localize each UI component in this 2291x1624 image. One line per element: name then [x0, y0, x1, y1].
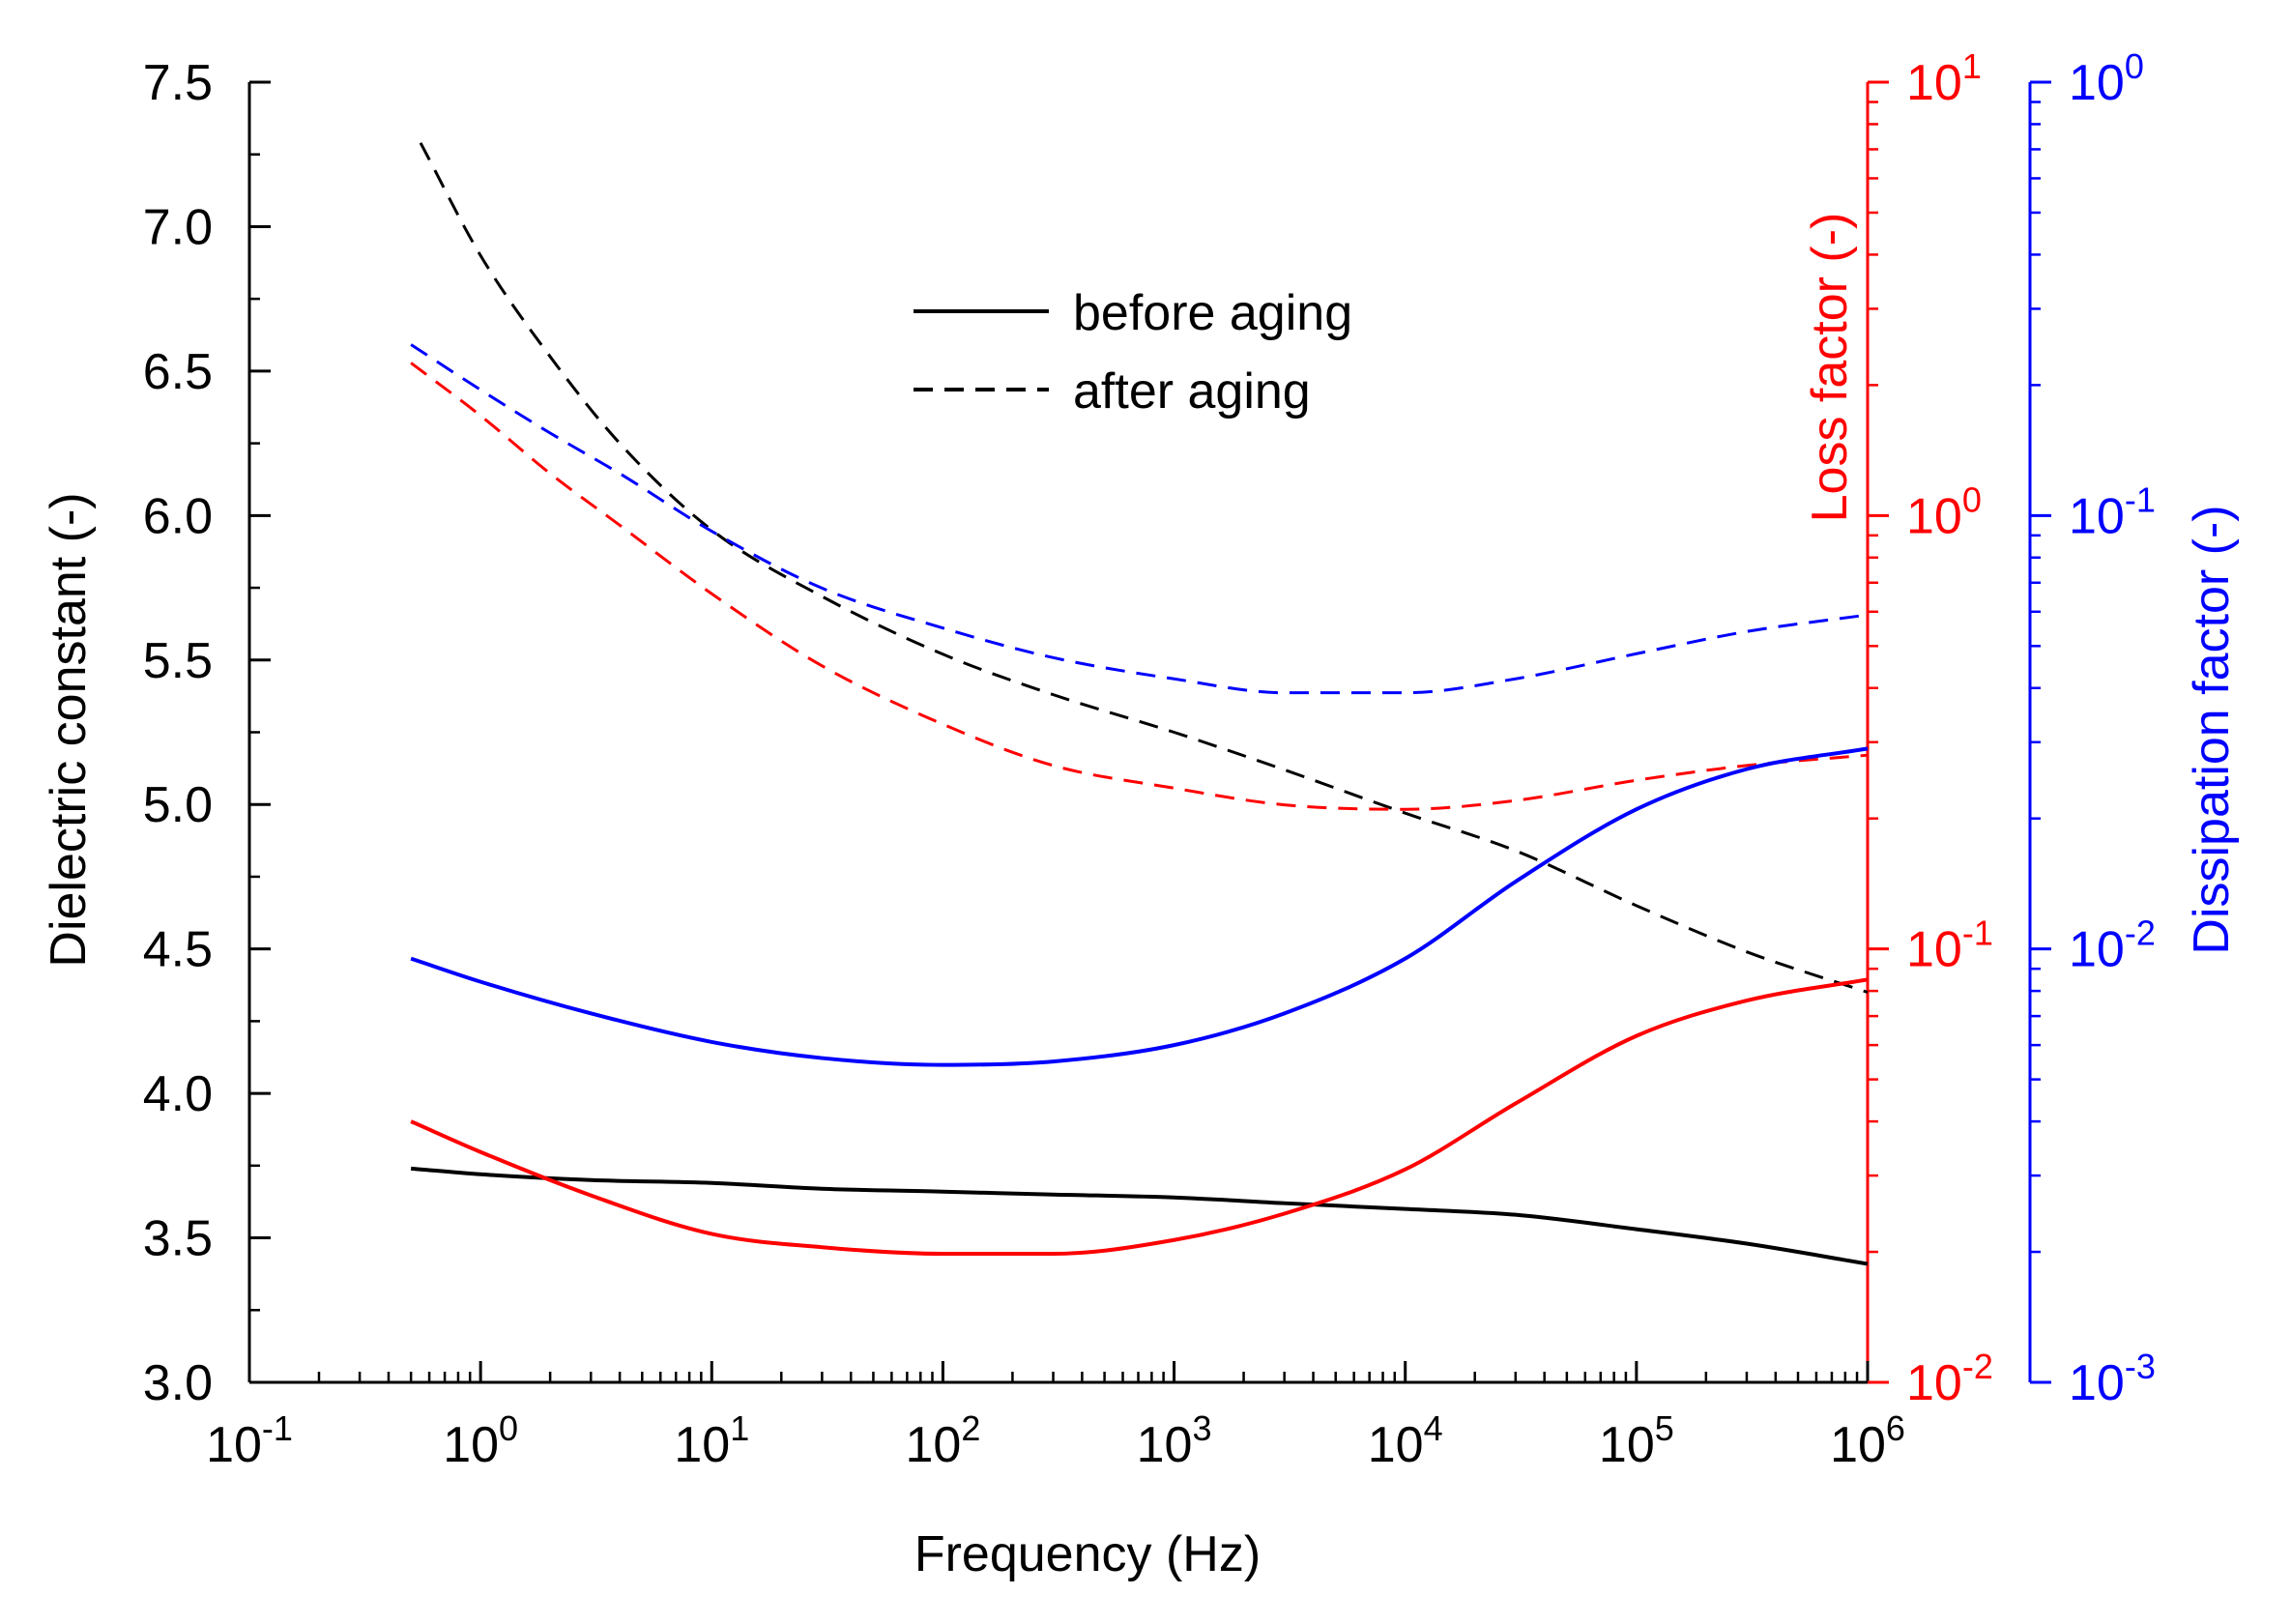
x-tick-label: 10-1 — [206, 1408, 293, 1473]
left-tick-label: 6.0 — [143, 488, 213, 544]
series-loss-factor-before-aging — [410, 977, 1869, 1256]
right2-tick-label: 10-1 — [2069, 479, 2156, 544]
legend-label-after-aging: after aging — [1073, 363, 1311, 420]
series-dielectric-constant-before-aging — [410, 1166, 1869, 1266]
legend-label-before-aging: before aging — [1073, 285, 1352, 341]
x-tick-label: 106 — [1830, 1408, 1905, 1473]
series-dissipation-factor-before-aging — [410, 746, 1869, 1067]
x-axis-title: Frequency (Hz) — [914, 1526, 1261, 1582]
x-tick-label: 101 — [674, 1408, 749, 1473]
left-tick-label: 5.5 — [143, 633, 213, 689]
left-tick-label: 4.0 — [143, 1066, 213, 1122]
x-tick-label: 105 — [1599, 1408, 1674, 1473]
series-dissipation-factor-after-aging — [410, 343, 1869, 695]
right1-axis-title: Loss factor (-) — [1802, 213, 1858, 523]
right1-tick-label: 100 — [1906, 479, 1982, 544]
right1-tick-label: 10-2 — [1906, 1347, 1993, 1411]
legend: before aging after aging — [914, 285, 1352, 420]
right2-axis-title: Dissipation factor (-) — [2184, 505, 2240, 954]
left-tick-label: 5.0 — [143, 777, 213, 833]
axes-layer: 10-1 100 101 102 103 104 105 106 3.0 3.5 4.0 4.5 5.0… — [143, 46, 2156, 1473]
left-tick-label: 3.5 — [143, 1211, 213, 1267]
x-tick-label: 102 — [905, 1408, 980, 1473]
right2-tick-label: 100 — [2069, 46, 2144, 111]
left-axis-title: Dielectric constant (-) — [41, 492, 97, 967]
series-loss-factor-after-aging — [410, 362, 1869, 811]
right2-tick-label: 10-2 — [2069, 914, 2156, 978]
left-tick-label: 7.0 — [143, 199, 213, 255]
series-dielectric-constant-after-aging — [419, 142, 1869, 994]
series-layer — [410, 142, 1869, 1266]
right2-tick-label: 10-3 — [2069, 1347, 2156, 1411]
right1-tick-label: 10-1 — [1906, 914, 1993, 978]
x-tick-label: 100 — [443, 1408, 518, 1473]
x-tick-label: 103 — [1137, 1408, 1212, 1473]
x-tick-label: 104 — [1368, 1408, 1443, 1473]
right1-tick-label: 101 — [1906, 46, 1982, 111]
left-tick-label: 3.0 — [143, 1355, 213, 1411]
left-tick-label: 7.5 — [143, 55, 213, 111]
left-tick-label: 4.5 — [143, 922, 213, 978]
left-tick-label: 6.5 — [143, 344, 213, 400]
